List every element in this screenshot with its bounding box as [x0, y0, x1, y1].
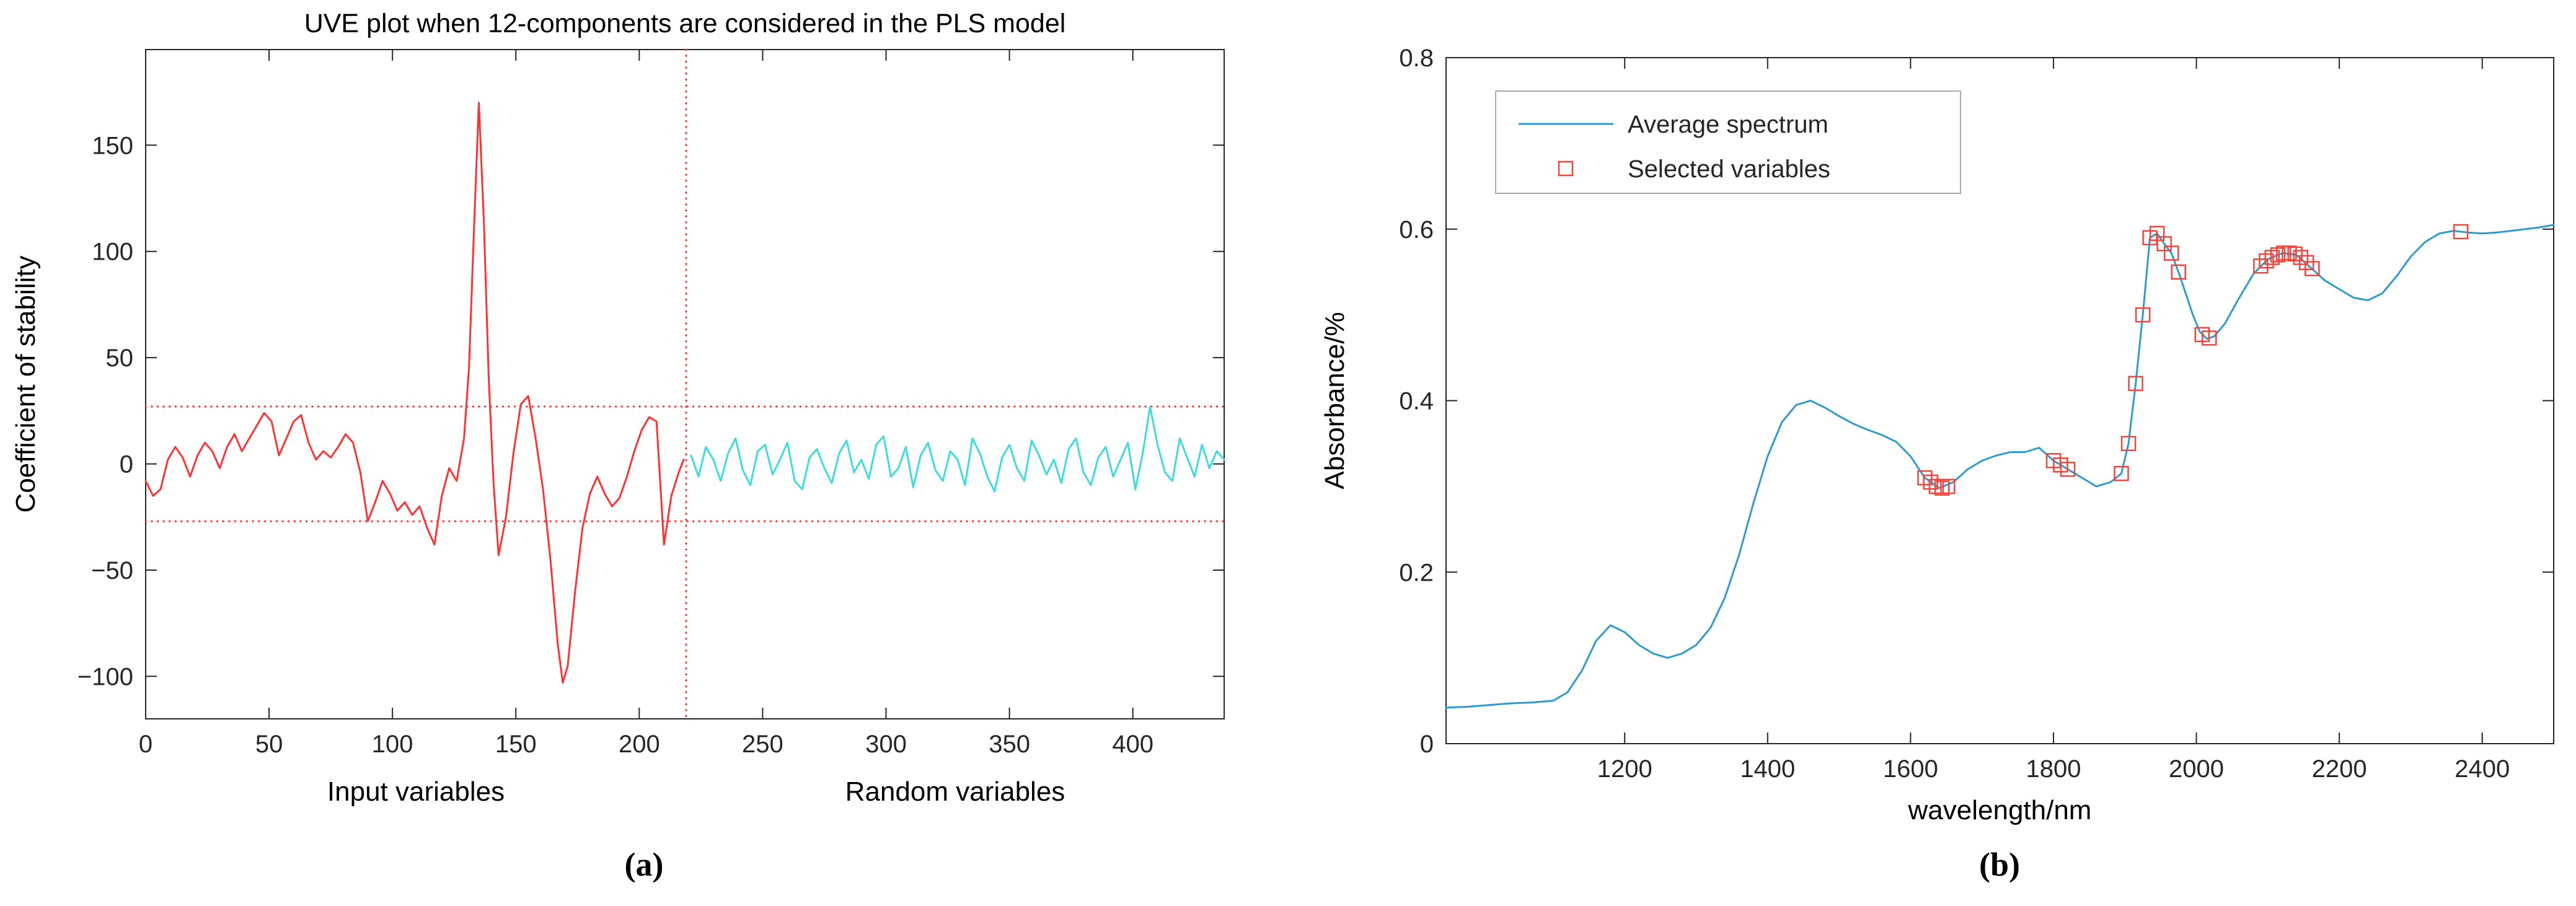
x-tick-label: 50: [255, 731, 283, 758]
y-tick-label: 0.2: [1399, 559, 1434, 586]
panel-spectrum-plot: 1200 1400 1600 1800 2000 2200 2400 0 0.2 0.4 0.6 0.…: [1288, 0, 2576, 906]
x-tick-label: 250: [742, 731, 783, 758]
selected-variable-marker: [2253, 258, 2269, 274]
selected-variable-marker: [2270, 247, 2286, 263]
input-variables-line: [144, 102, 685, 684]
x-tick-label: 100: [372, 731, 413, 758]
selected-variable-marker: [2171, 264, 2186, 280]
selected-variable-marker: [1917, 470, 1933, 486]
panel-b-label: (b): [1979, 846, 2020, 883]
selected-variable-marker: [2060, 461, 2076, 477]
x-tick-label: 300: [865, 731, 907, 758]
selected-variable-marker: [1940, 478, 1956, 495]
spectrum-plot-canvas: 1200 1400 1600 1800 2000 2200 2400 0 0.2 0.4 0.6 0.…: [1320, 45, 2555, 825]
y-tick-label: −50: [91, 557, 133, 584]
x-axis-label-random: Random variables: [845, 776, 1065, 807]
uve-plot-canvas: 0 50 100 150 200 250 300 350 400 −100 −50 0 50 100 150…: [11, 9, 1225, 807]
selected-variable-marker: [2282, 245, 2297, 261]
x-tick-label: 1600: [1883, 755, 1938, 783]
x-tick-label: 150: [495, 731, 537, 758]
random-variables-line: [690, 405, 1225, 493]
selected-variable-marker: [1923, 474, 1938, 490]
y-tick-label: 0.8: [1399, 45, 1434, 72]
y-axis-label: Absorbance/%: [1320, 312, 1350, 489]
selected-variable-marker: [2453, 224, 2469, 240]
x-tick-label: 2000: [2169, 755, 2224, 783]
y-tick-label: 100: [92, 239, 133, 266]
x-tick-label: 400: [1112, 731, 1153, 758]
selected-variable-marker: [2163, 245, 2179, 261]
y-axis-label: Coefficient of stability: [11, 256, 41, 513]
x-tick-label: 1400: [1740, 755, 1795, 783]
x-tick-label: 2200: [2312, 755, 2367, 783]
selected-variable-marker: [2293, 250, 2309, 265]
panel-a-label: (a): [624, 846, 664, 883]
x-tick-label: 200: [619, 731, 660, 758]
y-tick-label: 0: [1420, 731, 1434, 758]
selected-variable-marker: [2305, 261, 2320, 276]
selected-variable-marker: [2298, 255, 2314, 270]
selected-variable-marker: [2128, 376, 2143, 392]
y-tick-label: 0.4: [1399, 388, 1434, 415]
selected-variable-marker: [2264, 250, 2280, 265]
legend-label-average-spectrum: Average spectrum: [1628, 111, 1828, 138]
selected-variable-marker: [2135, 307, 2151, 323]
y-tick-label: 0.6: [1399, 216, 1434, 244]
x-axis-label: wavelength/nm: [1908, 795, 2092, 825]
legend-box: [1495, 90, 1961, 194]
y-tick-label: 0: [120, 451, 133, 478]
x-tick-label: 0: [139, 731, 152, 758]
selected-variable-marker: [2202, 330, 2217, 346]
y-tick-label: 50: [106, 345, 134, 372]
selected-variable-marker: [1928, 478, 1944, 495]
panel-uve-plot: 0 50 100 150 200 250 300 350 400 −100 −50 0 50 100 150…: [11, 9, 1225, 883]
axes-box: [145, 49, 1225, 719]
legend-marker-sample: [1558, 161, 1574, 177]
x-tick-label: 1800: [2026, 755, 2081, 783]
chart-title: UVE plot when 12-components are consider…: [304, 9, 1066, 38]
selected-variable-marker: [2120, 436, 2137, 451]
x-tick-label: 350: [989, 731, 1030, 758]
x-tick-label: 1200: [1597, 755, 1652, 783]
average-spectrum-line: [1445, 224, 2555, 709]
legend-label-selected-variables: Selected variables: [1628, 156, 1830, 183]
selected-variable-marker: [1934, 480, 1950, 496]
selected-variable-marker: [2287, 246, 2303, 262]
x-tick-label: 2400: [2455, 755, 2510, 783]
selected-variable-marker: [2259, 253, 2274, 269]
y-tick-label: 150: [92, 132, 133, 159]
x-axis-label-input: Input variables: [327, 776, 505, 807]
y-tick-label: −100: [77, 663, 133, 690]
selected-variable-marker: [2114, 465, 2129, 482]
